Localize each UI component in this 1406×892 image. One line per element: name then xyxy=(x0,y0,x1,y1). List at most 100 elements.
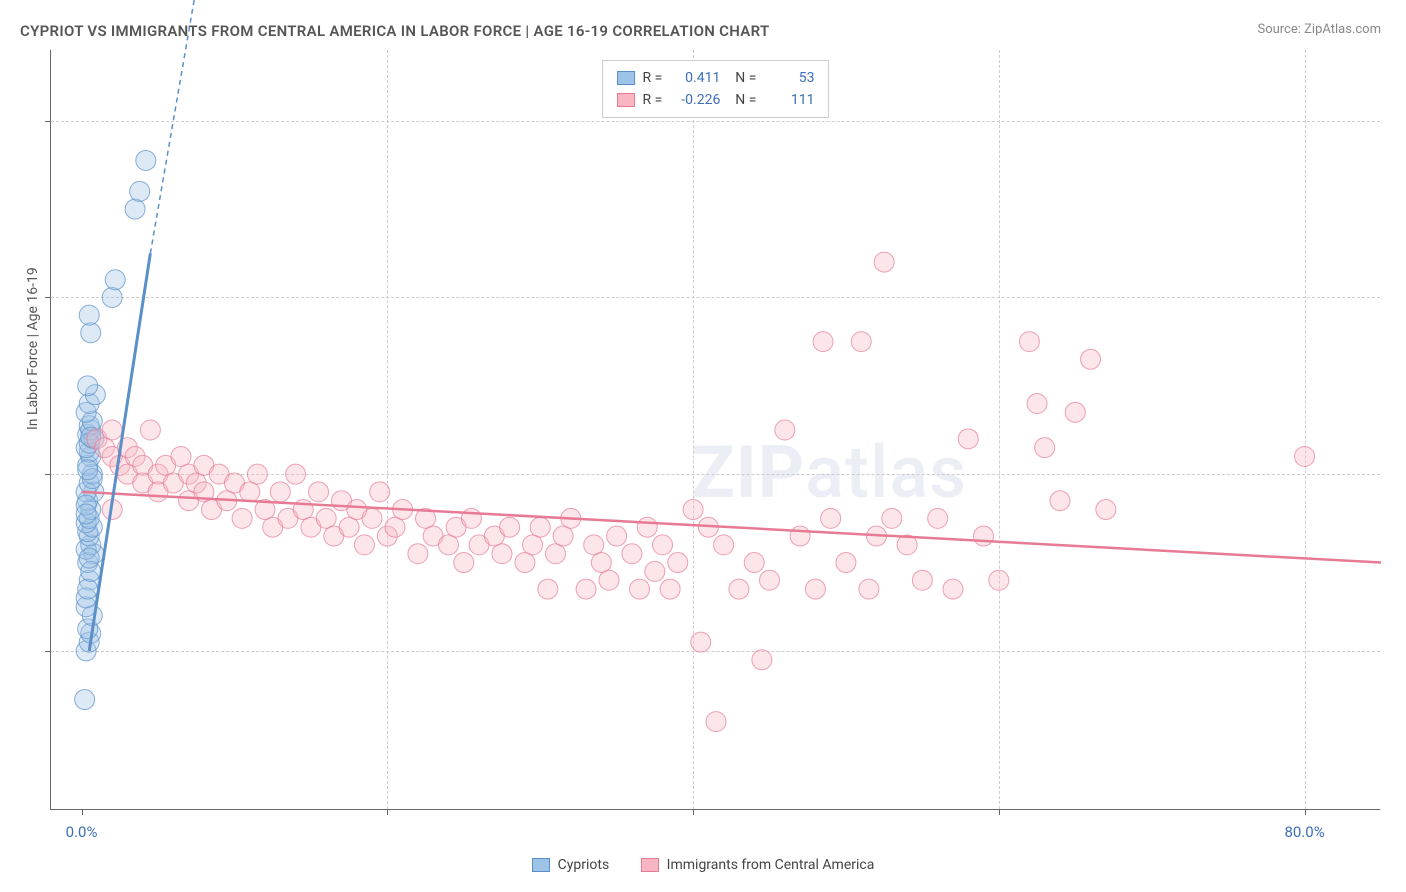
scatter-point xyxy=(752,650,772,670)
scatter-point xyxy=(530,517,550,537)
legend-label-cypriots: Cypriots xyxy=(558,857,610,873)
scatter-point xyxy=(790,526,810,546)
scatter-point xyxy=(75,690,95,710)
scatter-point xyxy=(714,535,734,555)
legend-item-immigrants: Immigrants from Central America xyxy=(641,857,875,873)
chart-title: CYPRIOT VS IMMIGRANTS FROM CENTRAL AMERI… xyxy=(20,22,770,40)
scatter-point xyxy=(538,579,558,599)
scatter-point xyxy=(622,544,642,564)
scatter-point xyxy=(1065,402,1085,422)
n-label: N = xyxy=(728,67,756,89)
scatter-point xyxy=(78,579,98,599)
scatter-point xyxy=(78,376,98,396)
y-tick-label: 40.0% xyxy=(1390,465,1406,483)
scatter-point xyxy=(1027,393,1047,413)
scatter-point xyxy=(354,535,374,555)
x-tick-label: 0.0% xyxy=(66,823,98,841)
legend-label-immigrants: Immigrants from Central America xyxy=(667,857,875,873)
source-attribution: Source: ZipAtlas.com xyxy=(1257,22,1381,37)
scatter-point xyxy=(630,579,650,599)
scatter-point xyxy=(438,535,458,555)
scatter-point xyxy=(78,460,98,480)
scatter-point xyxy=(79,305,99,325)
scatter-point xyxy=(76,504,96,524)
scatter-point xyxy=(136,150,156,170)
n-value-immigrants: 111 xyxy=(764,89,814,111)
scatter-point xyxy=(408,544,428,564)
scatter-point xyxy=(874,252,894,272)
scatter-point xyxy=(584,535,604,555)
n-value-cypriots: 53 xyxy=(764,67,814,89)
tick-h xyxy=(45,297,51,298)
swatch-pink xyxy=(617,93,635,107)
scatter-point xyxy=(316,508,336,528)
scatter-point xyxy=(1035,438,1055,458)
y-axis-title: In Labor Force | Age 16-19 xyxy=(25,267,41,430)
scatter-point xyxy=(454,553,474,573)
scatter-point xyxy=(821,508,841,528)
scatter-point xyxy=(645,561,665,581)
scatter-point xyxy=(576,579,596,599)
scatter-point xyxy=(1081,349,1101,369)
swatch-blue xyxy=(532,858,550,872)
r-label: R = xyxy=(643,67,663,89)
scatter-point xyxy=(1295,447,1315,467)
scatter-point xyxy=(851,332,871,352)
bottom-legend: Cypriots Immigrants from Central America xyxy=(0,857,1406,876)
tick-h xyxy=(45,474,51,475)
scatter-point xyxy=(130,181,150,201)
n-label: N = xyxy=(728,89,756,111)
tick-v xyxy=(387,809,388,815)
swatch-pink xyxy=(641,858,659,872)
x-tick-label: 80.0% xyxy=(1284,823,1324,841)
scatter-point xyxy=(683,500,703,520)
scatter-point xyxy=(500,517,520,537)
scatter-point xyxy=(599,570,619,590)
scatter-point xyxy=(637,517,657,537)
scatter-point xyxy=(309,482,329,502)
tick-h xyxy=(45,121,51,122)
scatter-point xyxy=(81,323,101,343)
tick-v xyxy=(999,809,1000,815)
scatter-point xyxy=(105,270,125,290)
scatter-point xyxy=(232,508,252,528)
scatter-point xyxy=(836,553,856,573)
tick-v xyxy=(693,809,694,815)
scatter-point xyxy=(660,579,680,599)
scatter-point xyxy=(943,579,963,599)
scatter-point xyxy=(1019,332,1039,352)
y-tick-label: 60.0% xyxy=(1390,288,1406,306)
tick-h xyxy=(45,651,51,652)
scatter-point xyxy=(668,553,688,573)
scatter-point xyxy=(974,526,994,546)
scatter-point xyxy=(171,447,191,467)
scatter-point xyxy=(515,553,535,573)
scatter-point xyxy=(545,544,565,564)
scatter-point xyxy=(882,508,902,528)
scatter-point xyxy=(1096,500,1116,520)
scatter-point xyxy=(102,420,122,440)
scatter-point xyxy=(492,544,512,564)
scatter-point xyxy=(339,517,359,537)
scatter-point xyxy=(691,632,711,652)
scatter-point xyxy=(775,420,795,440)
scatter-point xyxy=(385,517,405,537)
swatch-blue xyxy=(617,71,635,85)
scatter-point xyxy=(286,464,306,484)
scatter-point xyxy=(461,508,481,528)
scatter-svg xyxy=(51,50,1380,809)
y-tick-label: 80.0% xyxy=(1390,112,1406,130)
scatter-point xyxy=(912,570,932,590)
scatter-point xyxy=(523,535,543,555)
scatter-point xyxy=(553,526,573,546)
scatter-point xyxy=(744,553,764,573)
scatter-point xyxy=(989,570,1009,590)
scatter-point xyxy=(591,553,611,573)
stats-row-cypriots: R = 0.411 N = 53 xyxy=(617,67,815,89)
r-label: R = xyxy=(643,89,663,111)
tick-v xyxy=(1305,809,1306,815)
scatter-point xyxy=(125,199,145,219)
scatter-point xyxy=(760,570,780,590)
scatter-point xyxy=(370,482,390,502)
scatter-point xyxy=(813,332,833,352)
